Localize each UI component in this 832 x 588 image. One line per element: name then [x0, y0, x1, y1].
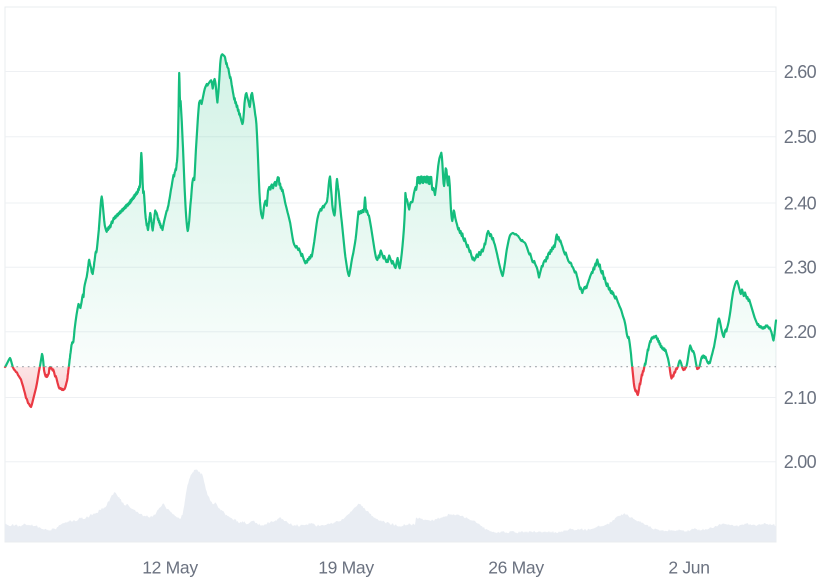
svg-text:2.50: 2.50: [784, 127, 817, 147]
svg-text:2 Jun: 2 Jun: [668, 558, 709, 578]
svg-text:2.30: 2.30: [784, 258, 817, 278]
svg-text:12 May: 12 May: [142, 558, 198, 578]
svg-text:2.60: 2.60: [784, 62, 817, 82]
svg-text:19 May: 19 May: [318, 558, 374, 578]
svg-text:26 May: 26 May: [488, 558, 544, 578]
svg-text:2.40: 2.40: [784, 193, 817, 213]
svg-text:2.10: 2.10: [784, 388, 817, 408]
svg-text:2.20: 2.20: [784, 322, 817, 342]
svg-text:2.00: 2.00: [784, 452, 817, 472]
